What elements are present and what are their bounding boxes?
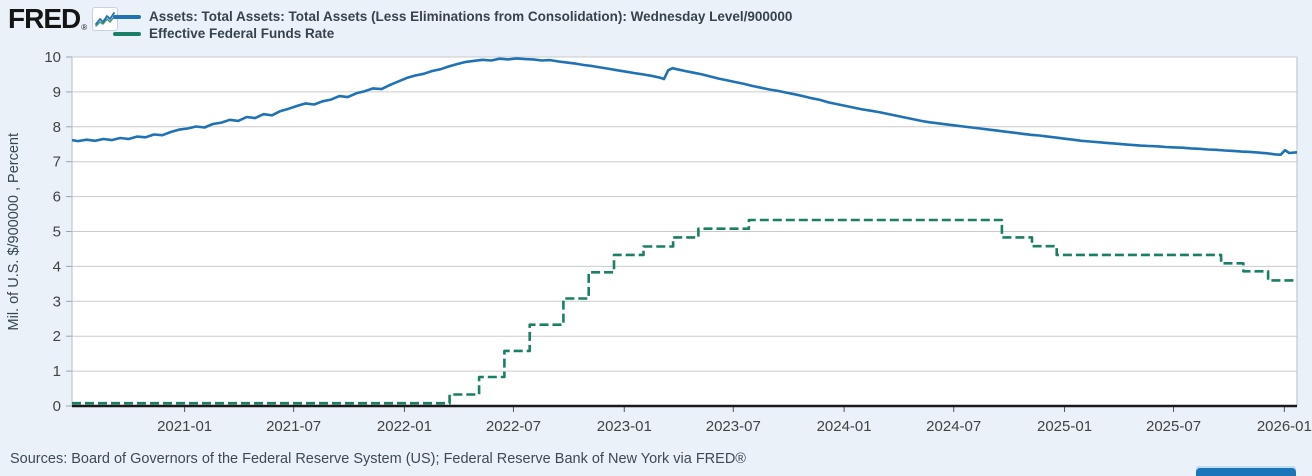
x-tick-label: 2022-01 <box>377 418 432 435</box>
x-tick-label: 2024-01 <box>817 418 872 435</box>
legend-item-effr[interactable]: Effective Federal Funds Rate <box>113 25 792 42</box>
y-tick-label: 0 <box>53 398 61 415</box>
effr-series-swatch <box>113 31 141 36</box>
assets-series-line <box>71 57 1298 156</box>
x-tick-label: 2025-07 <box>1146 418 1201 435</box>
y-tick-label: 7 <box>53 154 61 171</box>
y-tick-label: 9 <box>53 84 61 101</box>
registered-mark: ® <box>81 23 88 32</box>
assets-series-swatch <box>113 14 141 19</box>
y-tick-label: 10 <box>44 49 61 66</box>
bottom-right-button-partial[interactable] <box>1196 466 1296 476</box>
fred-chart-icon <box>92 7 119 31</box>
y-tick-label: 3 <box>53 293 61 310</box>
x-tick-label: 2021-01 <box>157 418 212 435</box>
sources-text: Sources: Board of Governors of the Feder… <box>10 451 746 467</box>
y-tick-label: 4 <box>53 258 61 275</box>
x-tick-label: 2021-07 <box>266 418 321 435</box>
fred-logo-text: FRED <box>8 3 81 34</box>
assets-series-label: Assets: Total Assets: Total Assets (Less… <box>149 9 793 24</box>
chart-legend: Assets: Total Assets: Total Assets (Less… <box>113 8 792 42</box>
y-tick-label: 8 <box>53 119 61 136</box>
x-tick-label: 2023-01 <box>597 418 652 435</box>
effr-series-line <box>72 218 1297 405</box>
y-tick-label: 6 <box>53 189 61 206</box>
x-tick-label: 2026-01 <box>1257 418 1312 435</box>
legend-item-assets[interactable]: Assets: Total Assets: Total Assets (Less… <box>113 8 792 25</box>
x-tick-label: 2022-07 <box>486 418 541 435</box>
effr-series-label: Effective Federal Funds Rate <box>149 26 335 41</box>
fred-logo[interactable]: FRED ® <box>8 3 119 34</box>
y-tick-label: 2 <box>53 328 61 345</box>
y-tick-label: 5 <box>53 224 61 241</box>
x-tick-label: 2023-07 <box>706 418 761 435</box>
chart-plot[interactable]: 0 1 2 3 4 5 6 7 8 9 10 2021-01 2021-07 2022-01 2022-07… <box>0 0 1312 448</box>
x-tick-label: 2024-07 <box>926 418 981 435</box>
y-tick-label: 1 <box>53 363 61 380</box>
x-tick-label: 2025-01 <box>1037 418 1092 435</box>
